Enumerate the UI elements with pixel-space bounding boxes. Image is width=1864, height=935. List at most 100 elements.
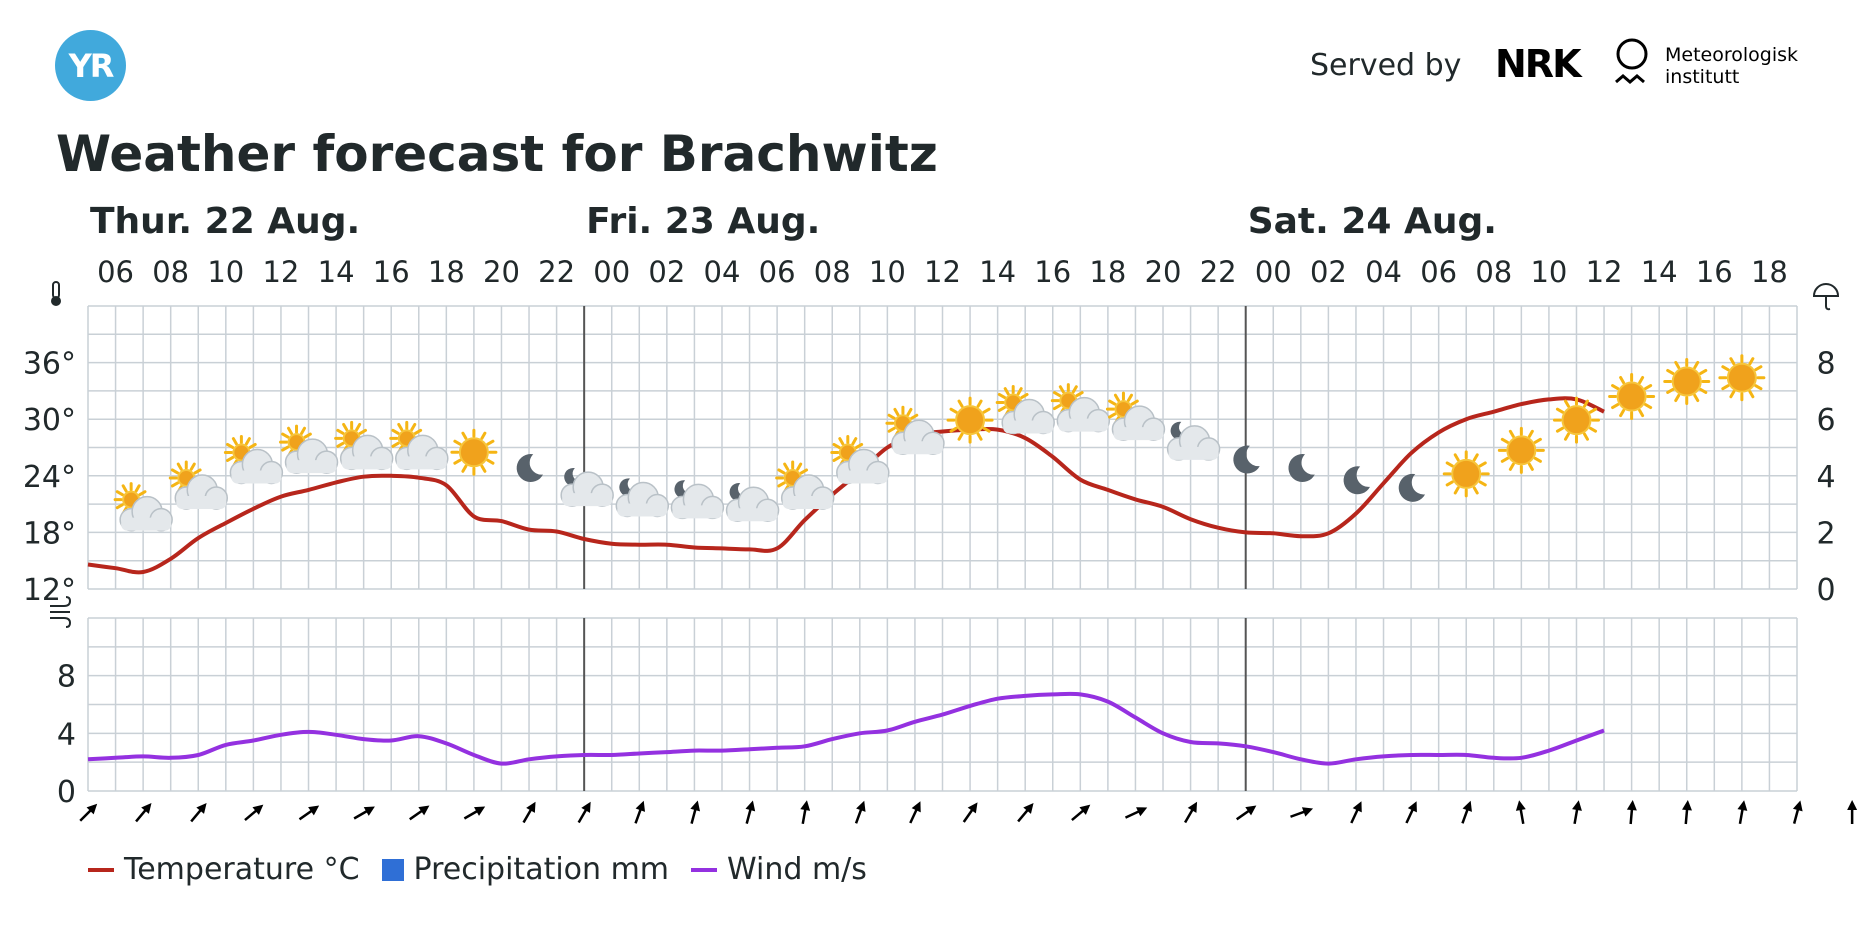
wind-direction-arrow-icon [1572,800,1582,825]
hour-label: 00 [1255,255,1292,289]
temperature-tick-label: 30° [23,403,76,438]
partly-cloudy-icon [168,460,229,510]
wind-direction-arrow-icon [1235,805,1257,821]
temperature-tick-label: 36° [23,347,76,382]
legend-swatch-temperature [88,867,114,872]
wind-direction-arrow-icon [1071,804,1091,822]
wind-line [87,691,1605,766]
precipitation-tick-label: 4 [1816,460,1835,495]
legend-item-wind: Wind m/s [691,852,867,887]
wind-direction-arrow-icon [800,800,811,825]
wind-direction-arrow-icon [1515,800,1526,825]
wind-direction-arrow-icon [1792,800,1803,824]
sun-icon [1552,396,1600,444]
hour-label: 16 [1696,255,1733,289]
hour-label: 18 [428,255,465,289]
legend-label-precipitation: Precipitation mm [413,852,670,887]
partly-cloudy-night-icon [615,478,670,518]
hour-label: 04 [1365,255,1402,289]
partly-cloudy-night-icon [560,467,614,507]
wind-direction-arrow-icon [1350,801,1362,824]
hour-label: 12 [1586,255,1623,289]
yr-logo-text: YR [68,46,115,85]
wind-direction-arrow-icon [1682,800,1692,825]
hour-label: 16 [1034,255,1071,289]
met-institute-logo-icon[interactable] [1612,38,1652,94]
hour-label: 06 [97,255,134,289]
wind-direction-arrow-icon [463,806,486,820]
umbrella-icon [1812,283,1840,311]
hour-label: 20 [483,255,520,289]
hour-label: 08 [1475,255,1512,289]
temperature-line [87,396,1605,575]
wind-direction-arrow-icon [353,806,375,820]
partly-cloudy-night-icon [1166,421,1221,461]
partly-cloudy-icon [389,420,449,471]
wind-direction-arrow-icon [190,803,207,823]
hour-label: 18 [1089,255,1126,289]
partly-cloudy-night-icon [670,480,725,520]
partly-cloudy-icon [334,420,394,471]
legend-label-temperature: Temperature °C [124,852,360,887]
hour-label: 08 [814,255,851,289]
partly-cloudy-icon [113,482,173,532]
day-label: Sat. 24 Aug. [1248,201,1497,242]
day-label: Thur. 22 Aug. [90,201,360,242]
wind-direction-arrow-icon [409,805,430,821]
temperature-tick-label: 18° [23,516,76,551]
legend-label-wind: Wind m/s [727,852,867,887]
hour-label: 08 [152,255,189,289]
temperature-tick-label: 24° [23,460,76,495]
sun-icon [1442,450,1490,498]
hour-label: 22 [1200,255,1237,289]
hour-label: 10 [869,255,906,289]
legend-swatch-wind [691,867,718,872]
wind-direction-arrow-icon [745,800,756,824]
hour-label: 22 [538,255,575,289]
partly-cloudy-icon [995,384,1055,435]
sun-icon [946,396,994,444]
wind-tick-label: 8 [57,660,76,695]
partly-cloudy-night-icon [725,483,780,522]
nrk-logo[interactable]: NRK [1495,42,1582,86]
precipitation-tick-label: 2 [1816,516,1835,551]
hour-label: 00 [593,255,630,289]
sun-icon [1608,373,1656,421]
wind-direction-arrow-icon [135,803,152,823]
partly-cloudy-icon [775,460,835,510]
moon-icon [1288,454,1315,483]
wind-direction-arrow-icon [1626,800,1637,825]
sun-icon [1718,354,1766,402]
hour-label: 12 [262,255,299,289]
hour-label: 20 [1145,255,1182,289]
hour-label: 14 [979,255,1016,289]
partly-cloudy-icon [279,424,339,474]
hour-label: 04 [704,255,741,289]
wind-direction-arrow-icon [577,801,591,824]
met-institute-text[interactable]: Meteorologisk institutt [1665,44,1798,88]
wind-direction-arrow-icon [1124,807,1148,819]
wind-tick-label: 0 [57,775,76,810]
wind-direction-arrow-icon [1847,800,1858,824]
wind-direction-arrow-icon [1405,801,1417,824]
partly-cloudy-icon [223,434,284,485]
wind-direction-arrow-icon [522,801,536,824]
thermometer-icon [51,281,61,306]
day-label: Fri. 23 Aug. [586,201,820,242]
yr-logo[interactable]: YR [55,30,126,101]
wind-tick-label: 4 [57,717,76,752]
hour-label: 12 [924,255,961,289]
wind-direction-arrow-icon [298,805,320,821]
moon-icon [1233,445,1260,474]
sun-icon [1663,357,1711,405]
page-title: Weather forecast for Brachwitz [56,125,938,183]
legend-swatch-precipitation [381,858,404,881]
moon-icon [1398,473,1426,502]
sun-icon [1497,426,1545,474]
precipitation-tick-label: 6 [1816,403,1835,438]
hour-label: 10 [1530,255,1567,289]
partly-cloudy-icon [830,434,890,485]
hour-label: 14 [1641,255,1678,289]
wind-direction-arrow-icon [1290,807,1314,818]
partly-cloudy-icon [1050,383,1111,433]
